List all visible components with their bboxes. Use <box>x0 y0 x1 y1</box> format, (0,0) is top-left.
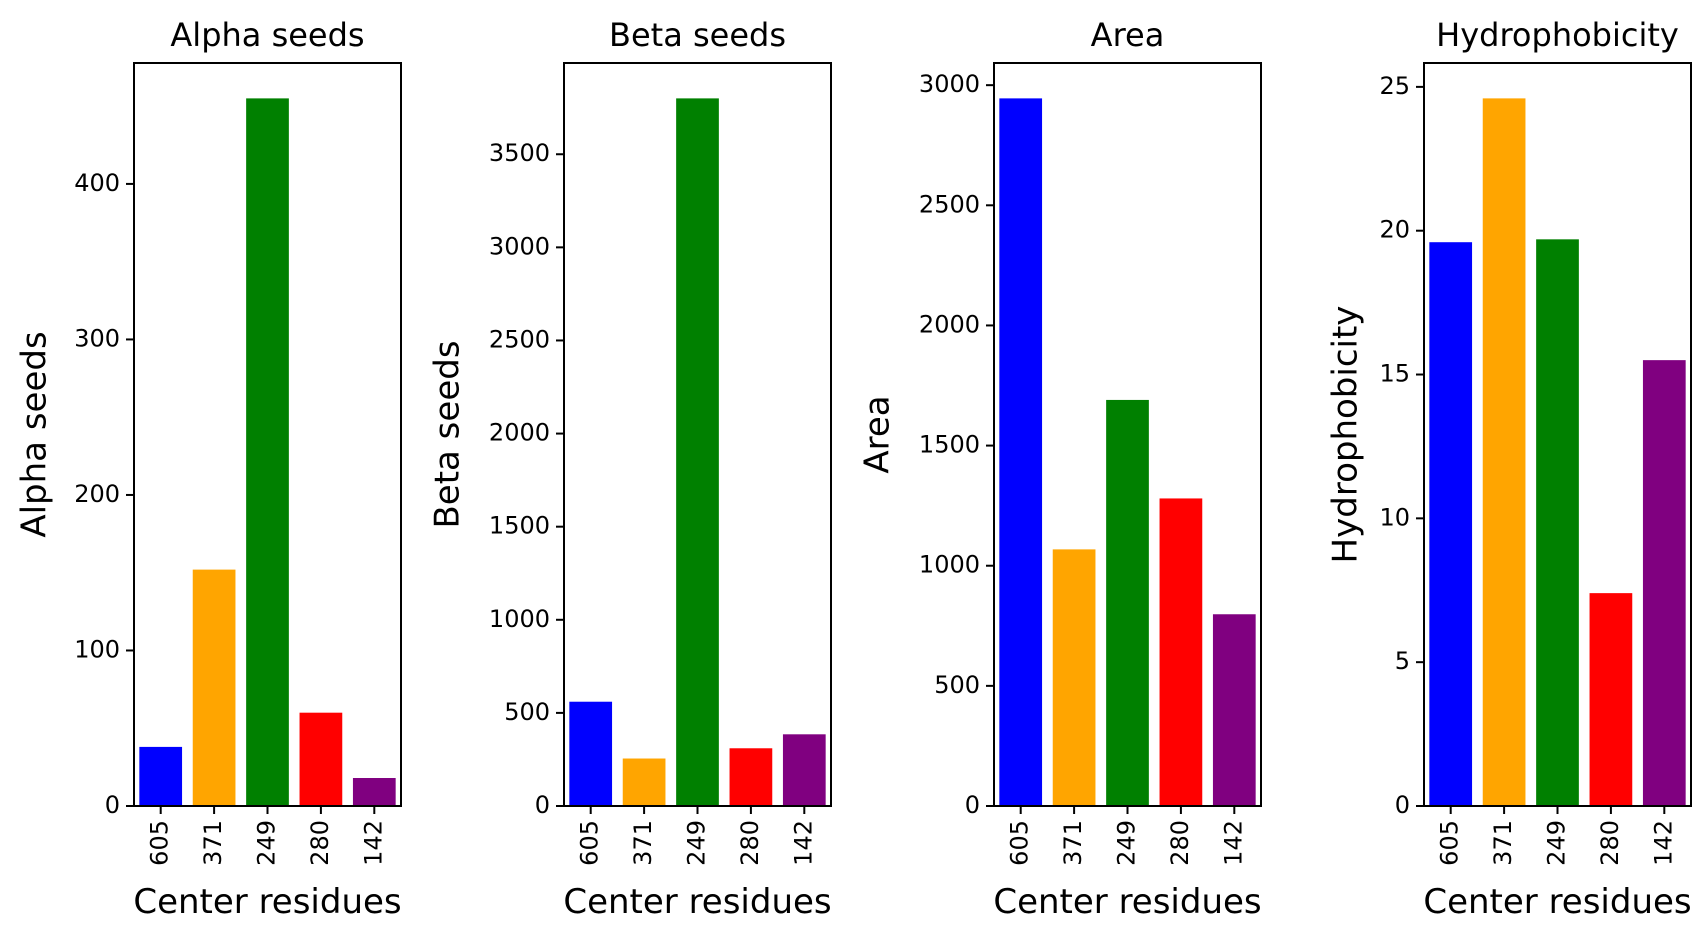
y-tick-label-3500: 3500 <box>489 139 550 167</box>
y-tick-label-1000: 1000 <box>919 551 980 579</box>
y-tick-label-0: 0 <box>1395 791 1410 819</box>
y-tick-label-0: 0 <box>105 791 120 819</box>
x-tick-label-280: 280 <box>306 820 334 866</box>
x-tick-label-142: 142 <box>1219 820 1247 866</box>
y-axis-label: Alpha seeds <box>15 331 55 537</box>
x-tick-label-371: 371 <box>1059 820 1087 866</box>
x-axis-label: Center residues <box>133 882 401 922</box>
y-tick-label-0: 0 <box>535 791 550 819</box>
bar-371 <box>1482 98 1526 806</box>
x-tick-label-371: 371 <box>199 820 227 866</box>
x-axis-label: Center residues <box>1423 882 1691 922</box>
y-axis-label: Beta seeds <box>428 340 468 528</box>
y-tick-label-400: 400 <box>74 169 120 197</box>
y-tick-label-5: 5 <box>1395 647 1410 675</box>
y-tick-label-3000: 3000 <box>919 70 980 98</box>
x-tick-label-142: 142 <box>359 820 387 866</box>
bar-142 <box>352 778 396 806</box>
chart-title: Hydrophobicity <box>1436 16 1679 54</box>
x-tick-label-605: 605 <box>576 820 604 866</box>
y-tick-label-2000: 2000 <box>919 310 980 338</box>
y-axis-label: Hydrophobicity <box>1326 306 1366 564</box>
chart-panel-1: Alpha seeds 605 371 249 280 142 0 100 200 300 400 C… <box>15 16 402 922</box>
x-tick-label-280: 280 <box>1596 820 1624 866</box>
x-tick-label-371: 371 <box>629 820 657 866</box>
y-tick-label-100: 100 <box>74 635 120 663</box>
plot-frame <box>1423 62 1692 807</box>
plot-frame <box>563 62 832 807</box>
bar-280 <box>299 712 343 806</box>
y-tick-label-0: 0 <box>965 791 980 819</box>
y-tick-label-1500: 1500 <box>919 431 980 459</box>
chart-panel-3: Area 605 371 249 280 142 0 500 1000 1500 2000 2500 3… <box>858 16 1262 922</box>
chart-title: Area <box>1091 16 1165 54</box>
bar-249 <box>1536 239 1579 806</box>
bar-249 <box>676 98 719 806</box>
x-axis-label: Center residues <box>563 882 831 922</box>
x-tick-label-605: 605 <box>146 820 174 866</box>
x-tick-label-605: 605 <box>1006 820 1034 866</box>
x-tick-label-280: 280 <box>736 820 764 866</box>
bar-142 <box>1642 360 1686 806</box>
y-tick-label-1000: 1000 <box>489 605 550 633</box>
bar-605 <box>139 746 183 806</box>
x-tick-label-371: 371 <box>1489 820 1517 866</box>
bar-280 <box>1159 498 1203 806</box>
y-tick-label-500: 500 <box>934 671 980 699</box>
chart-title: Beta seeds <box>609 16 786 54</box>
x-tick-label-249: 249 <box>1543 820 1571 866</box>
x-tick-label-249: 249 <box>683 820 711 866</box>
y-tick-label-2000: 2000 <box>489 419 550 447</box>
y-tick-label-15: 15 <box>1379 360 1410 388</box>
bar-280 <box>729 748 773 806</box>
x-axis-label: Center residues <box>993 882 1261 922</box>
bar-249 <box>1106 399 1149 806</box>
y-tick-label-25: 25 <box>1379 72 1410 100</box>
y-tick-label-500: 500 <box>504 698 550 726</box>
plot-frame <box>993 62 1262 807</box>
bar-142 <box>782 734 826 806</box>
x-tick-label-605: 605 <box>1436 820 1464 866</box>
x-tick-label-142: 142 <box>1649 820 1677 866</box>
chart-panel-2: Beta seeds 605 371 249 280 142 0 500 1000 1500 200… <box>428 16 832 922</box>
y-tick-label-200: 200 <box>74 480 120 508</box>
bar-249 <box>246 98 289 806</box>
bar-605 <box>1429 242 1473 807</box>
y-axis-label: Area <box>858 395 898 473</box>
y-tick-label-10: 10 <box>1379 503 1410 531</box>
y-tick-label-2500: 2500 <box>919 190 980 218</box>
bar-605 <box>999 98 1043 806</box>
bar-371 <box>622 758 666 806</box>
y-tick-label-3000: 3000 <box>489 232 550 260</box>
y-tick-label-2500: 2500 <box>489 325 550 353</box>
bar-142 <box>1212 614 1256 806</box>
plot-frame <box>133 62 402 807</box>
y-tick-label-1500: 1500 <box>489 512 550 540</box>
bar-280 <box>1589 593 1633 806</box>
y-tick-label-300: 300 <box>74 324 120 352</box>
x-tick-label-280: 280 <box>1166 820 1194 866</box>
x-tick-label-249: 249 <box>1113 820 1141 866</box>
x-tick-label-249: 249 <box>253 820 281 866</box>
bar-605 <box>569 701 613 806</box>
y-tick-label-20: 20 <box>1379 216 1410 244</box>
chart-panel-4: Hydrophobicity 605 371 249 280 142 0 5 10 15 20 25 C… <box>1326 16 1692 922</box>
x-tick-label-142: 142 <box>789 820 817 866</box>
bar-371 <box>1052 549 1096 806</box>
bar-371 <box>192 569 236 806</box>
chart-title: Alpha seeds <box>170 16 364 54</box>
